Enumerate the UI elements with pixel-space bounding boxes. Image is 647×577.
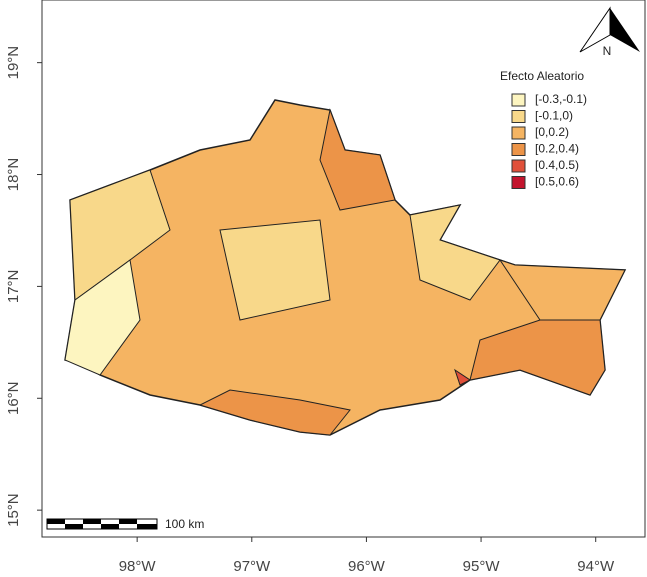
legend-swatch — [511, 93, 526, 107]
x-tick-label: 96°W — [348, 558, 386, 575]
scale-label: 100 km — [165, 517, 204, 531]
north-label: N — [603, 44, 612, 58]
legend-swatch — [511, 110, 526, 123]
scale-bar: 100 km — [46, 517, 204, 531]
x-tick-label: 95°W — [463, 558, 501, 575]
x-tick-label: 98°W — [119, 558, 157, 575]
y-tick-label: 17°N — [5, 270, 22, 304]
y-tick-label: 18°N — [5, 158, 22, 192]
legend-label: [-0.3,-0.1) — [535, 92, 587, 106]
legend-label: [0.5,0.6) — [535, 175, 579, 189]
y-tick-label: 15°N — [5, 493, 22, 527]
legend-swatch — [511, 176, 526, 189]
y-tick-label: 19°N — [5, 46, 22, 80]
legend-swatch — [511, 159, 526, 173]
legend-label: [0.2,0.4) — [535, 142, 579, 156]
legend-swatch — [511, 143, 526, 156]
state-shape — [64, 99, 627, 436]
legend-swatch — [511, 126, 526, 140]
y-tick-label: 16°N — [5, 382, 22, 416]
x-tick-label: 97°W — [233, 558, 271, 575]
legend-label: [0.4,0.5) — [535, 158, 579, 172]
legend-title: Efecto Aleatorio — [500, 69, 584, 83]
legend-label: [-0.1,0) — [535, 109, 573, 123]
legend-label: [0,0.2) — [535, 125, 569, 139]
x-tick-label: 94°W — [577, 558, 615, 575]
north-arrow: N — [579, 6, 640, 58]
